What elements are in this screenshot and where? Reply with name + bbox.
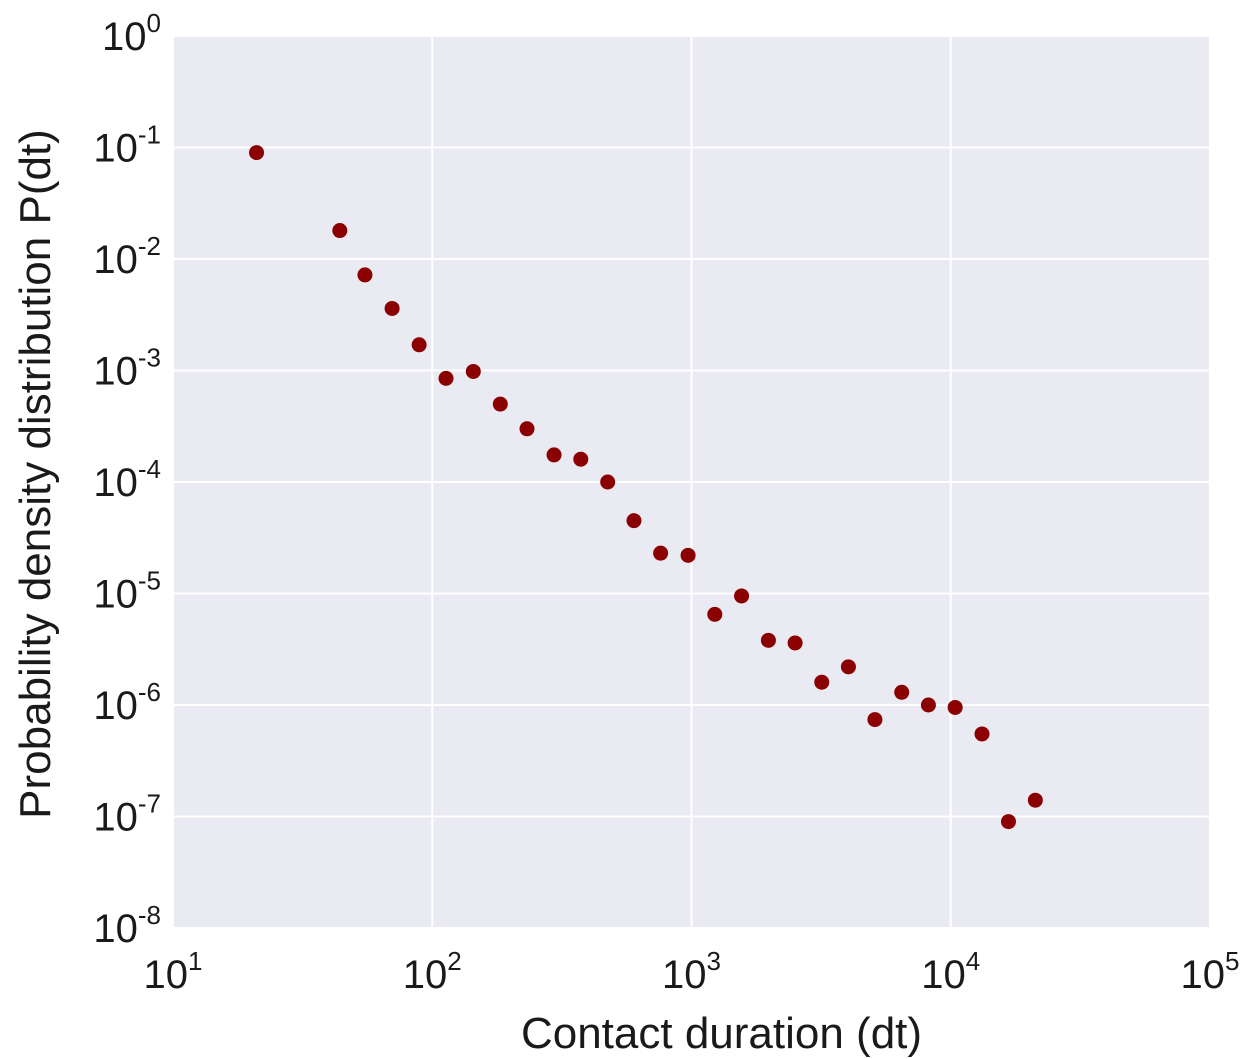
data-point (947, 699, 963, 715)
x-tick-base: 10 (921, 953, 966, 997)
data-point (384, 300, 400, 316)
data-point (438, 370, 454, 386)
y-tick-label: 10-8 (93, 900, 161, 951)
data-point (1027, 792, 1043, 808)
x-tick-exponent: 5 (1225, 946, 1239, 976)
data-point (680, 547, 696, 563)
x-tick-base: 10 (1181, 953, 1226, 997)
y-axis-label: Probability density distribution P(dt) (11, 129, 60, 819)
data-point (546, 447, 562, 463)
data-point (867, 712, 883, 728)
x-tick-label: 101 (144, 946, 203, 997)
y-tick-exponent: -6 (138, 677, 161, 707)
x-tick-exponent: 2 (447, 946, 461, 976)
y-tick-base: 10 (93, 907, 138, 951)
y-tick-exponent: -5 (138, 566, 161, 596)
y-tick-exponent: -1 (138, 120, 161, 150)
y-tick-label: 10-3 (93, 343, 161, 394)
x-tick-exponent: 1 (188, 946, 202, 976)
data-point (492, 396, 508, 412)
x-tick-base: 10 (144, 953, 189, 997)
x-tick-label: 103 (662, 946, 721, 997)
x-tick-base: 10 (403, 953, 448, 997)
y-tick-base: 10 (93, 238, 138, 282)
y-tick-base: 10 (102, 15, 147, 59)
y-tick-base: 10 (93, 573, 138, 617)
data-point (1000, 814, 1016, 830)
data-point (519, 421, 535, 437)
data-point (974, 726, 990, 742)
x-tick-exponent: 4 (966, 946, 980, 976)
data-point (894, 684, 910, 700)
x-tick-label: 104 (921, 946, 980, 997)
data-point (626, 513, 642, 529)
y-tick-exponent: -8 (138, 900, 161, 930)
y-tick-label: 10-4 (93, 454, 161, 505)
y-tick-label: 10-7 (93, 789, 161, 840)
data-point (920, 697, 936, 713)
y-tick-base: 10 (93, 127, 138, 171)
x-tick-label: 102 (403, 946, 462, 997)
y-tick-label: 10-2 (93, 231, 161, 282)
data-point (600, 474, 616, 490)
data-point (840, 659, 856, 675)
y-tick-exponent: -7 (138, 789, 161, 819)
data-point (573, 451, 589, 467)
y-tick-exponent: 0 (147, 8, 161, 38)
y-tick-label: 10-5 (93, 566, 161, 617)
data-point (734, 588, 750, 604)
y-tick-exponent: -2 (138, 231, 161, 261)
y-tick-base: 10 (93, 684, 138, 728)
x-tick-base: 10 (662, 953, 707, 997)
data-point (357, 267, 373, 283)
data-point (760, 632, 776, 648)
data-points (249, 145, 1043, 830)
x-tick-labels: 101 102 103 104 105 (144, 946, 1240, 997)
x-tick-label: 105 (1181, 946, 1240, 997)
y-tick-base: 10 (93, 350, 138, 394)
data-point (814, 674, 830, 690)
grid-lines (172, 35, 1211, 929)
data-point (653, 545, 669, 561)
data-point (707, 606, 723, 622)
data-point (411, 337, 427, 353)
y-tick-label: 10-1 (93, 120, 161, 171)
y-tick-base: 10 (93, 461, 138, 505)
data-point (787, 635, 803, 651)
x-axis-label: Contact duration (dt) (521, 1009, 922, 1058)
y-tick-exponent: -3 (138, 343, 161, 373)
data-point (465, 363, 481, 379)
y-tick-label: 100 (102, 8, 161, 59)
x-tick-exponent: 3 (707, 946, 721, 976)
data-point (249, 145, 265, 161)
y-tick-label: 10-6 (93, 677, 161, 728)
data-point (332, 223, 348, 239)
y-tick-base: 10 (93, 796, 138, 840)
y-tick-exponent: -4 (138, 454, 161, 484)
